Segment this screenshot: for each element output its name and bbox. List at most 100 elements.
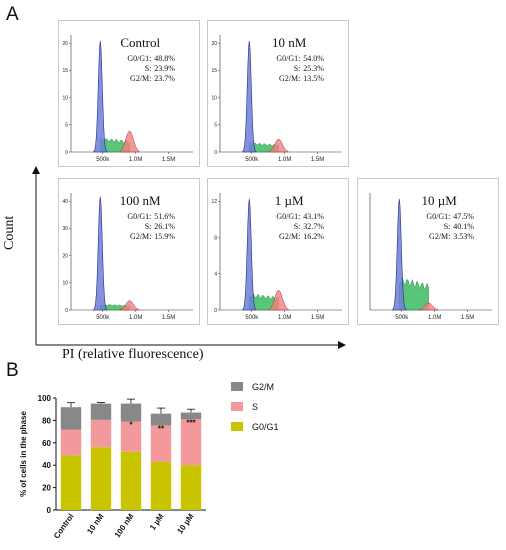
significance-label: ** [158,424,165,433]
histogram-plot: 0 10 20 30 40 500k 1.0M 1.5M 100 nM G0/G1: 51.6%S:… [62,193,193,321]
histogram-panel: 500k 1.0M 1.5M 10 µM G0/G1: 47.5% S: 40.1% G2/M:… [357,178,499,325]
histogram-panel: 0 4 8 12 500k 1.0M 1.5M 1 µM G0/G1: 43.1% S: 32.7% G… [207,178,349,325]
y-tick-label: 20 [211,41,217,47]
histogram-plot: 0 5 10 15 20 500k 1.0M 1.5M 10 nM G0/G1: 54.0%S: 25… [211,35,342,163]
x-tick-label: 1.5M [162,157,175,163]
x-tick-label: 1.0M [428,315,441,321]
histogram-title: 1 µM [275,193,304,208]
bar-category-label: 10 µM [175,512,195,536]
x-tick-label: 1.0M [129,315,142,321]
legend-swatch [231,382,243,391]
g2m-peak [119,130,140,153]
g2m-peak [268,138,289,153]
stat-value: 16.2% [303,232,324,241]
y-tick-label: 40 [62,199,68,205]
y-tick-label: 10 [62,281,68,287]
histogram-title: 10 µM [422,193,458,208]
g2m-peak [418,302,439,311]
bar-segment [180,465,202,510]
stat-label: G0/G1: [276,212,300,221]
stat-label: G2/M: [130,74,151,83]
y-tick-label: 0 [65,308,68,314]
stat-value: 40.1% [453,222,474,231]
stat-label: G2/M: [429,232,450,241]
s-phase-area [399,276,429,311]
bar-segment [150,461,172,510]
bar-segment [120,403,142,422]
stat-label: G0/G1: [276,54,300,63]
g0g1-peak [93,196,108,311]
y-tick-label: 4 [214,272,217,278]
x-tick-label: 1.5M [311,315,324,321]
y-tick-label: 15 [211,68,217,74]
y-tick-label: 12 [211,199,217,205]
histogram-panel: 0 10 20 30 40 500k 1.0M 1.5M 100 nM G0/G1: 51.6% S:… [58,178,200,325]
bar-segment [150,413,172,426]
stat-value: 54.0% [303,54,324,63]
x-tick-label: 1.5M [461,315,474,321]
stat-value: 47.5% [453,212,474,221]
x-tick-label: 1.5M [162,315,175,321]
stat-label: G0/G1: [127,54,151,63]
x-tick-label: 1.0M [278,157,291,163]
bar-category-label: Control [52,512,76,540]
significance-label: *** [186,418,196,427]
stat-label: G2/M: [130,232,151,241]
histogram-panel: 0 5 10 15 20 500k 1.0M 1.5M 10 nM G0/G1: 54.0% S: 25… [207,20,349,167]
stat-value: 15.9% [154,232,175,241]
stat-label: G2/M: [279,74,300,83]
stat-label: S: [294,64,301,73]
stat-label: S: [145,222,152,231]
y-tick-label: 0 [214,308,217,314]
stat-value: 26.1% [154,222,175,231]
stat-value: 23.7% [154,74,175,83]
legend-swatch [231,402,243,411]
x-tick-label: 1.5M [311,157,324,163]
bar-y-tick-label: 60 [42,439,51,448]
bar-y-axis-label: % of cells in the phase [19,411,28,497]
stat-label: G2/M: [279,232,300,241]
histogram-plot: 500k 1.0M 1.5M 10 µM G0/G1: 47.5%S: 40.1%G2/M:… [369,193,492,321]
bar-segment [180,412,202,420]
bar-y-tick-label: 0 [47,506,52,515]
g0g1-peak [242,198,257,311]
stat-label: G0/G1: [127,212,151,221]
count-axis-label: Count [2,215,17,250]
bar-segment [60,455,82,510]
y-tick-label: 0 [65,150,68,156]
g0g1-peak [93,40,108,153]
bar-segment [90,447,112,510]
panel-label-a: A [6,4,19,25]
bar-category-label: 1 µM [148,512,166,532]
legend-label: S [252,402,258,412]
g0g1-peak [242,40,257,153]
y-tick-label: 0 [214,150,217,156]
bar-y-tick-label: 20 [42,484,51,493]
bar-y-tick-label: 100 [38,394,52,403]
bar-category-label: 100 nM [113,512,136,540]
stat-value: 51.6% [154,212,175,221]
stat-label: S: [294,222,301,231]
g0g1-peak [392,198,407,311]
panel-a-axes [32,166,346,349]
bar-y-tick-label: 40 [42,461,51,470]
bar-segment [90,403,112,420]
stat-label: S: [444,222,451,231]
y-tick-label: 20 [62,41,68,47]
bar-segment [120,451,142,510]
significance-label: * [129,421,133,430]
y-tick-label: 5 [65,123,68,129]
stat-value: 13.5% [303,74,324,83]
histogram-plot: 0 5 10 15 20 500k 1.0M 1.5M Control G0/G1: 48.8%S:… [62,35,193,163]
y-tick-label: 10 [62,95,68,101]
bar-segment [150,425,172,462]
x-tick-label: 1.0M [129,157,142,163]
y-tick-label: 20 [62,253,68,259]
y-tick-label: 10 [211,95,217,101]
y-tick-label: 15 [62,68,68,74]
pi-axis-label: PI (relative fluorescence) [62,347,204,362]
legend-label: G2/M [252,382,274,392]
bar-y-tick-label: 80 [42,416,51,425]
bar-segment [60,429,82,456]
x-tick-label: 500k [395,315,409,321]
